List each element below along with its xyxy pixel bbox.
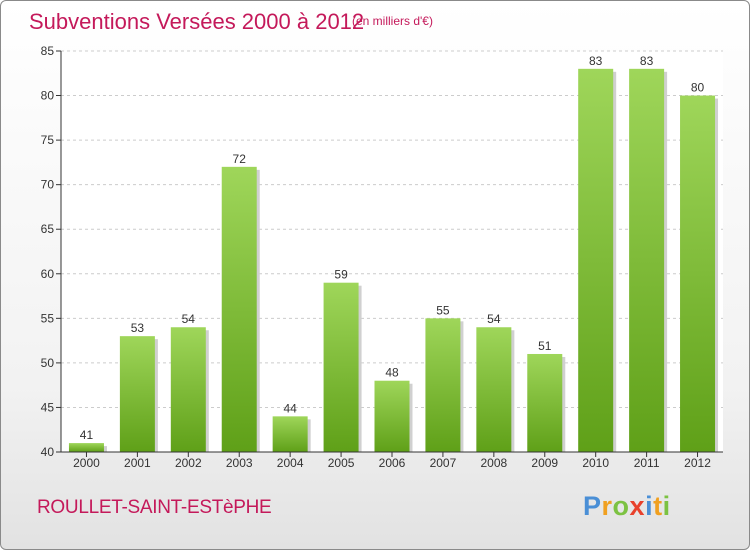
bar-value-label: 48 [385,366,399,380]
bar-value-label: 83 [589,54,603,68]
logo-letter: i [662,491,671,521]
logo-letter: t [653,491,663,521]
bar-value-label: 54 [182,312,196,326]
x-tick-label: 2010 [582,456,609,470]
y-tick-label: 55 [41,311,55,325]
x-tick-label: 2001 [124,456,151,470]
bar-value-label: 53 [131,321,145,335]
bar-value-label: 44 [283,401,297,415]
bar-value-label: 83 [640,54,654,68]
y-tick-label: 80 [41,89,55,103]
y-tick-label: 45 [41,400,55,414]
bar-value-label: 80 [691,81,705,95]
bar [272,416,308,452]
bar-value-label: 41 [80,428,94,442]
bar-value-label: 51 [538,339,552,353]
y-tick-label: 65 [41,222,55,236]
x-tick-label: 2011 [634,456,660,470]
y-tick-label: 60 [41,267,55,281]
bar [527,353,563,452]
bar [476,327,512,452]
bar [578,68,614,453]
bar [68,443,104,452]
x-tick-label: 2008 [480,456,507,470]
logo-letter: o [612,491,630,521]
chart-subtitle: (en milliers d'€) [352,14,433,28]
bar-value-label: 54 [487,312,501,326]
bar [170,327,206,452]
bar-value-label: 59 [334,268,348,282]
x-tick-label: 2004 [277,456,304,470]
bar [374,380,410,452]
x-tick-label: 2000 [73,456,100,470]
bar [119,336,155,452]
bar-value-label: 72 [233,152,247,166]
logo-letter: r [601,491,613,521]
x-tick-label: 2012 [684,456,711,470]
y-tick-label: 40 [41,445,55,459]
bar [680,95,716,453]
x-tick-label: 2005 [328,456,355,470]
logo-letter: x [629,491,646,521]
x-tick-label: 2003 [226,456,253,470]
location-name: ROULLET-SAINT-ESTèPHE [37,497,272,518]
bar-value-label: 55 [436,303,450,317]
bar [323,282,359,452]
logo-letter: P [583,491,602,521]
logo-letter: i [645,491,654,521]
chart-title: Subventions Versées 2000 à 2012 [29,9,365,34]
x-tick-label: 2009 [531,456,558,470]
y-tick-label: 50 [41,356,55,370]
y-tick-label: 85 [41,44,55,58]
y-tick-label: 75 [41,133,55,147]
bar [221,166,257,452]
bar [629,68,665,453]
x-tick-label: 2007 [430,456,457,470]
x-tick-label: 2006 [379,456,406,470]
proxiti-logo: Proxiti [583,491,671,522]
x-tick-label: 2002 [175,456,202,470]
bar [425,318,461,452]
y-tick-label: 70 [41,178,55,192]
